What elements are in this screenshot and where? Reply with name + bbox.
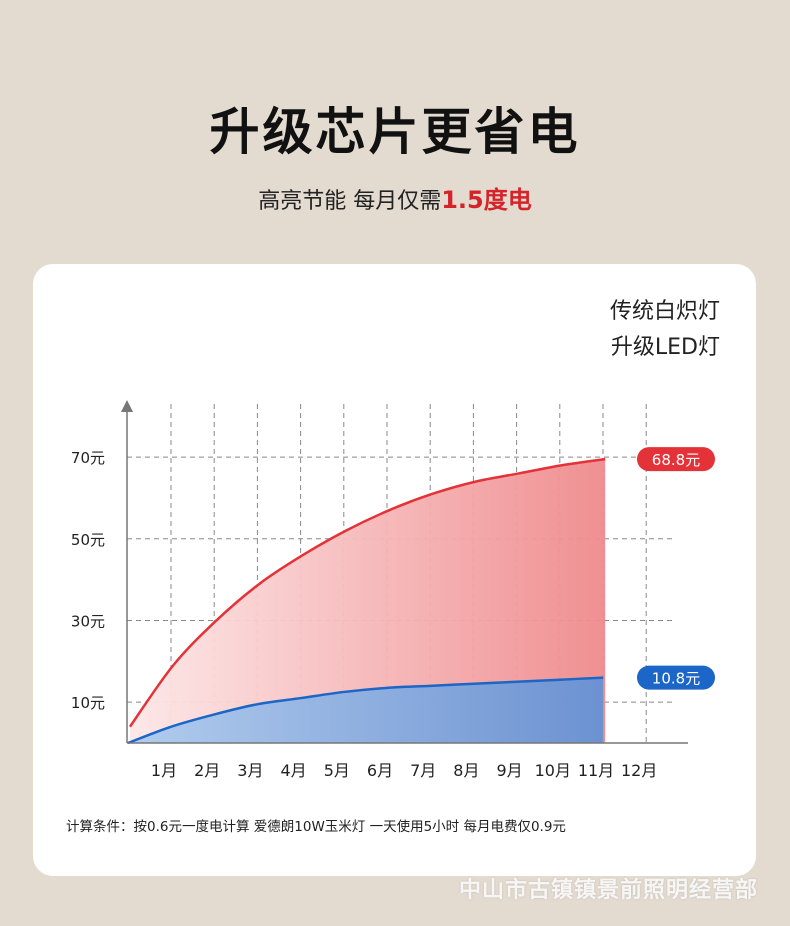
x-tick-label: 1月	[151, 761, 177, 780]
x-tick-label: 7月	[410, 761, 436, 780]
end-label-pill-led	[637, 665, 715, 690]
x-tick-label: 3月	[237, 761, 263, 780]
subtitle-text: 高亮节能 每月仅需	[258, 189, 442, 214]
watermark: 中山市古镇镇景前照明经营部	[458, 878, 758, 903]
chart-svg: 10元 30元 50元 70元 68.8元 10.8元 1月 2月 3月 4月 5月 6月 7月 8月 9月…	[71, 400, 715, 780]
x-tick-label: 2月	[194, 761, 220, 780]
y-axis-arrow	[121, 400, 133, 412]
y-tick-label: 50元	[71, 531, 105, 549]
chart-card: 10元 30元 50元 70元 68.8元 10.8元 1月 2月 3月 4月 5月 6月 7月 8月 9月…	[33, 264, 756, 876]
y-tick-label: 70元	[71, 449, 105, 467]
footnote: 计算条件：按0.6元一度电计算 爱德朗10W玉米灯 一天使用5小时 每月电费仅0…	[66, 819, 566, 835]
page-title: 升级芯片更省电	[209, 103, 581, 161]
area-led	[128, 677, 604, 743]
area-incandescent	[130, 459, 606, 743]
subtitle-highlight: 1.5度电	[441, 186, 532, 214]
line-incandescent	[128, 457, 606, 728]
subtitle: 高亮节能 每月仅需1.5度电	[0, 180, 790, 215]
x-tick-label: 6月	[367, 761, 393, 780]
end-label-led: 10.8元	[652, 670, 700, 688]
x-tick-label: 4月	[281, 761, 307, 780]
legend-item-led: 升级LED灯	[610, 335, 720, 360]
x-tick-label: 5月	[324, 761, 350, 780]
line-led	[127, 676, 604, 745]
x-tick-label: 10月	[535, 761, 571, 780]
end-label-pill-incandescent	[637, 447, 715, 472]
x-tick-label: 11月	[578, 761, 614, 780]
x-tick-label: 12月	[621, 761, 657, 780]
y-tick-label: 10元	[71, 694, 105, 712]
end-label-incandescent: 68.8元	[652, 451, 700, 469]
legend-item-incandescent: 传统白炽灯	[609, 299, 720, 324]
legend: 传统白炽灯 升级LED灯	[610, 294, 720, 366]
x-tick-label: 9月	[497, 761, 523, 780]
y-tick-label: 30元	[71, 612, 105, 630]
x-tick-label: 8月	[453, 761, 479, 780]
